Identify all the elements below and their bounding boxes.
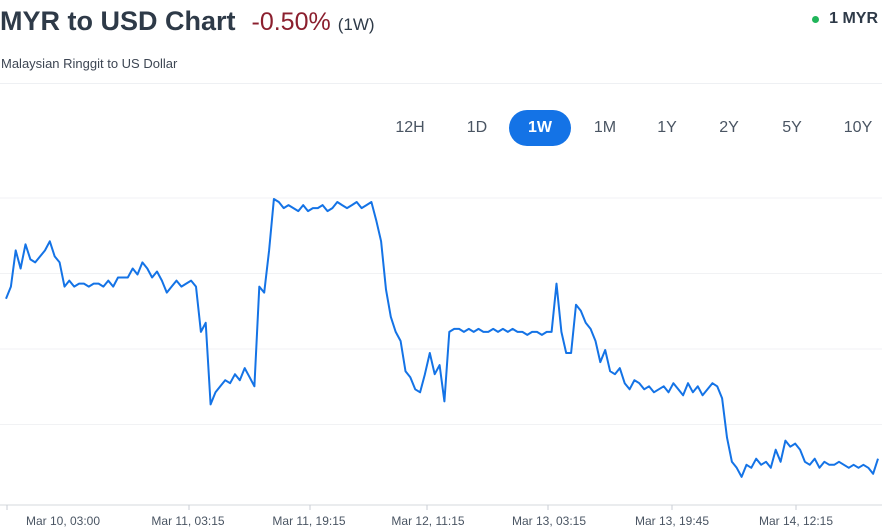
rate-line xyxy=(5,198,879,478)
range-button-1y[interactable]: 1Y xyxy=(657,119,677,136)
period-label: (1W) xyxy=(337,15,375,34)
range-button-5y[interactable]: 5Y xyxy=(782,119,802,136)
currency-selector[interactable]: 1 MYR xyxy=(812,10,878,28)
range-button-1m[interactable]: 1M xyxy=(593,119,617,136)
chart-series xyxy=(5,198,879,478)
range-button-1w[interactable]: 1W xyxy=(509,110,571,146)
percent-change: -0.50% xyxy=(251,8,331,36)
range-button-10y[interactable]: 10Y xyxy=(843,119,873,136)
x-tick-label: Mar 10, 03:00 xyxy=(26,514,100,528)
chart-gridlines xyxy=(0,197,882,425)
title-row: MYR to USD Chart -0.50% (1W) xyxy=(0,6,375,37)
x-tick-label: Mar 13, 03:15 xyxy=(512,514,586,528)
live-dot-icon xyxy=(812,15,820,23)
range-selector: 12H 1D 1W 1M 1Y 2Y 5Y 10Y xyxy=(378,110,882,146)
x-tick-label: Mar 12, 11:15 xyxy=(391,514,464,528)
x-tick-label: Mar 11, 03:15 xyxy=(151,514,224,528)
currency-label: 1 MYR xyxy=(829,10,878,27)
page-title: MYR to USD Chart xyxy=(0,6,236,36)
header-divider xyxy=(0,83,882,84)
range-button-1d[interactable]: 1D xyxy=(466,119,488,136)
page-subtitle: Malaysian Ringgit to US Dollar xyxy=(1,56,178,71)
x-tick-label: Mar 13, 19:45 xyxy=(635,514,709,528)
exchange-rate-chart[interactable]: Mar 10, 03:00 Mar 11, 03:15 Mar 11, 19:15 M… xyxy=(0,180,882,531)
x-tick-label: Mar 14, 12:15 xyxy=(759,514,833,528)
range-button-2y[interactable]: 2Y xyxy=(719,119,739,136)
range-button-12h[interactable]: 12H xyxy=(395,119,425,136)
x-axis: Mar 10, 03:00 Mar 11, 03:15 Mar 11, 19:15 M… xyxy=(0,504,882,528)
x-tick-label: Mar 11, 19:15 xyxy=(272,514,345,528)
